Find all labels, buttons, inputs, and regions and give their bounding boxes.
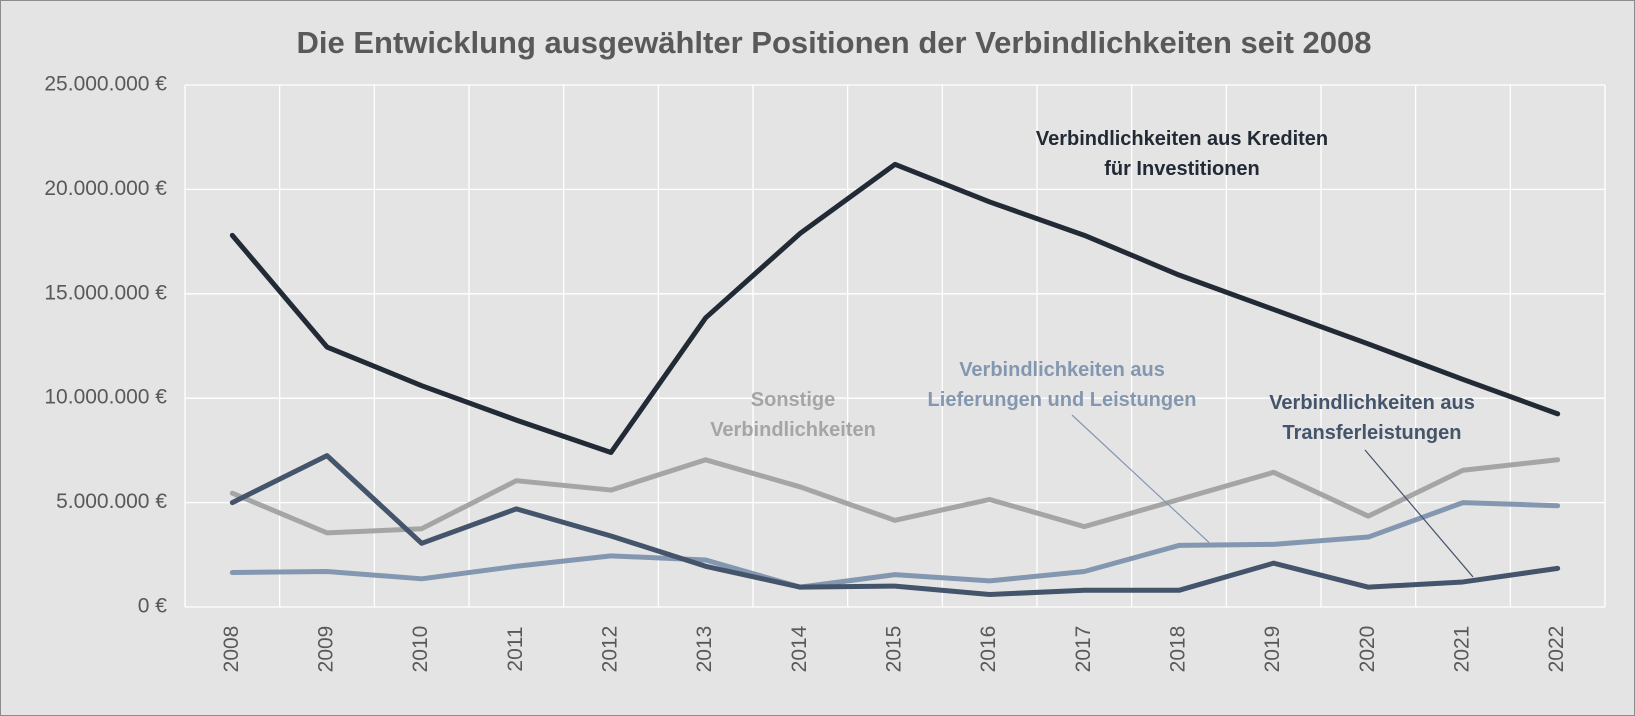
- x-tick-label: 2022: [1545, 626, 1568, 673]
- series-line: [229, 500, 1561, 590]
- series-label: Sonstige Verbindlichkeiten: [710, 389, 876, 441]
- x-tick-label: 2009: [315, 626, 338, 673]
- y-tick-label: 10.000.000 €: [44, 386, 167, 409]
- leader-line: [1364, 449, 1474, 578]
- y-tick-label: 15.000.000 €: [44, 281, 167, 304]
- x-tick-label: 2013: [693, 626, 716, 673]
- x-tick-label: 2008: [220, 626, 243, 673]
- x-tick-label: 2011: [504, 626, 527, 671]
- x-tick-label: 2020: [1356, 626, 1379, 673]
- x-tick-label: 2012: [599, 626, 622, 673]
- series-label: Verbindlichkeiten aus Lieferungen und Le…: [927, 359, 1197, 411]
- y-tick-label: 20.000.000 €: [44, 177, 167, 200]
- x-tick-label: 2015: [883, 626, 906, 673]
- series-line: [229, 453, 1561, 597]
- x-tick-label: 2021: [1451, 626, 1474, 673]
- y-tick-label: 25.000.000 €: [44, 73, 167, 96]
- y-tick-label: 0 €: [138, 595, 168, 618]
- series-line: [229, 161, 1561, 455]
- x-tick-label: 2014: [788, 625, 811, 672]
- leader-line: [1071, 414, 1210, 543]
- series-label: Verbindlichkeiten aus Transferleistungen: [1269, 392, 1475, 444]
- series-label: Verbindlichkeiten aus Krediten für Inves…: [1035, 128, 1329, 180]
- chart-title: Die Entwicklung ausgewählter Positionen …: [297, 25, 1372, 60]
- y-tick-label: 5.000.000 €: [56, 490, 167, 513]
- x-tick-label: 2017: [1072, 626, 1095, 673]
- x-tick-label: 2016: [977, 626, 1000, 673]
- x-tick-label: 2010: [409, 626, 432, 673]
- x-tick-label: 2018: [1167, 626, 1190, 673]
- series-line: [229, 457, 1561, 536]
- x-tick-label: 2019: [1261, 626, 1284, 673]
